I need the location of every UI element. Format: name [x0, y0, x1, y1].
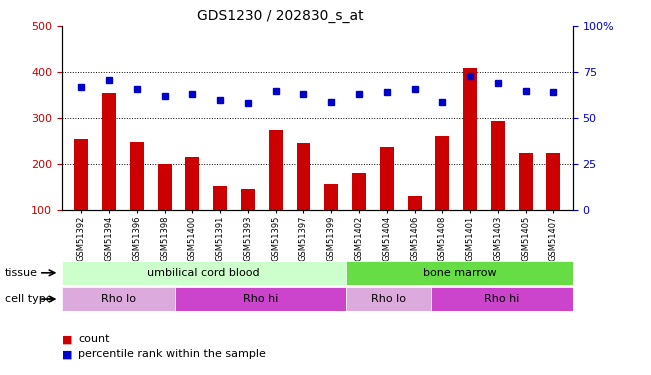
- Bar: [269, 130, 283, 256]
- Bar: [74, 139, 89, 256]
- Text: Rho lo: Rho lo: [371, 294, 406, 304]
- Bar: [546, 153, 561, 256]
- Bar: [346, 261, 573, 285]
- Bar: [491, 122, 505, 256]
- Bar: [436, 136, 449, 256]
- Text: percentile rank within the sample: percentile rank within the sample: [78, 350, 266, 359]
- Text: GDS1230 / 202830_s_at: GDS1230 / 202830_s_at: [197, 9, 363, 23]
- Text: Rho lo: Rho lo: [101, 294, 136, 304]
- Bar: [158, 164, 172, 256]
- Text: ■: ■: [62, 350, 72, 359]
- Text: count: count: [78, 334, 109, 344]
- Text: tissue: tissue: [5, 268, 38, 278]
- Bar: [431, 287, 573, 311]
- Bar: [241, 189, 255, 256]
- Text: Rho hi: Rho hi: [243, 294, 278, 304]
- Text: ■: ■: [62, 334, 72, 344]
- Bar: [408, 196, 421, 256]
- Bar: [175, 287, 346, 311]
- Bar: [380, 147, 394, 256]
- Bar: [352, 173, 366, 256]
- Text: bone marrow: bone marrow: [422, 268, 496, 278]
- Text: cell type: cell type: [5, 294, 53, 304]
- Text: Rho hi: Rho hi: [484, 294, 519, 304]
- Text: umbilical cord blood: umbilical cord blood: [148, 268, 260, 278]
- Bar: [297, 143, 311, 256]
- Bar: [463, 68, 477, 256]
- Bar: [62, 287, 175, 311]
- Bar: [519, 153, 533, 256]
- Bar: [214, 186, 227, 256]
- Bar: [102, 93, 116, 256]
- Bar: [324, 184, 338, 256]
- Bar: [346, 287, 431, 311]
- Bar: [62, 261, 346, 285]
- Bar: [186, 157, 199, 256]
- Bar: [130, 142, 144, 256]
